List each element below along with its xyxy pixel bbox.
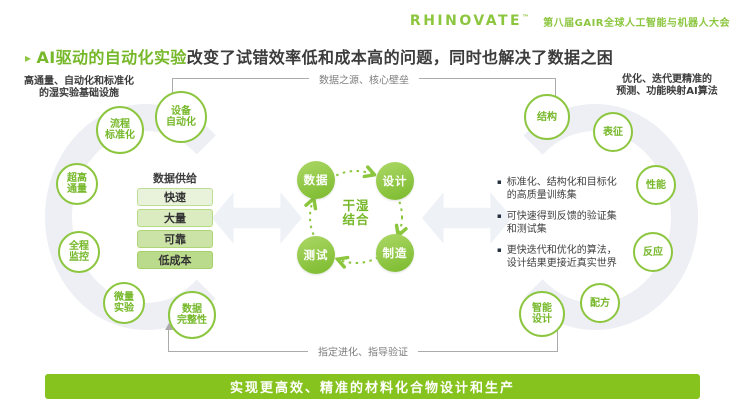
data-supply-item-lowcost: 低成本 (137, 251, 213, 269)
bullet-text: 更快迭代和优化的算法，设计结果更接近真实世界 (506, 245, 617, 269)
right-caption: 优化、迭代更精准的 预测、功能映射AI算法 (616, 74, 718, 97)
right-node-reaction: 反应 (633, 232, 673, 272)
top-connector-label: 数据之源、核心壁垒 (309, 71, 419, 87)
cycle-arrow-bottom-icon (335, 255, 350, 269)
bottom-banner: 实现更高效、精准的材料化合物设计和生产 (45, 374, 700, 399)
left-node-process-standardization: 流程 标准化 (96, 106, 144, 154)
brand-logo: RHINOVATE™ (410, 13, 529, 29)
left-node-micro-experiment: 微量 实验 (103, 282, 145, 324)
data-supply-title: 数据供给 (153, 172, 197, 185)
title-highlight: AI驱动的自动化实验 (36, 48, 187, 67)
left-node-full-monitoring: 全程 监控 (58, 231, 100, 273)
bottom-connector: 指定进化、指导验证 (165, 323, 558, 359)
right-node-performance: 性能 (636, 165, 676, 205)
left-node-equipment-automation: 设备 自动化 (155, 91, 207, 143)
trademark-mark: ™ (522, 13, 530, 22)
cycle-node-test: 测试 (297, 236, 335, 274)
core-label: 干湿 结合 (342, 198, 370, 227)
event-title: 第八届GAIR全球人工智能与机器人大会 (543, 17, 730, 29)
dotted-circle (309, 170, 403, 264)
header: RHINOVATE™ 第八届GAIR全球人工智能与机器人大会 (410, 13, 730, 29)
list-item: ▪ 更快迭代和优化的算法，设计结果更接近真实世界 (497, 244, 625, 270)
slide-title: ▸ AI驱动的自动化实验改变了试错效率低和成本高的问题，同时也解决了数据之困 (25, 44, 613, 68)
right-bullet-list: ▪ 标准化、结构化和目标化的高质量训练集 ▪ 可快速得到反馈的验证集和测试集 ▪… (497, 176, 625, 278)
list-item: ▪ 可快速得到反馈的验证集和测试集 (497, 210, 625, 236)
square-bullet-icon: ▪ (497, 178, 502, 186)
title-bullet-icon: ▸ (25, 51, 32, 65)
data-supply-item-reliable: 可靠 (137, 230, 213, 248)
right-node-formula: 配方 (580, 283, 620, 323)
left-node-data-integrity: 数据 完整性 (168, 291, 216, 339)
data-supply-item-fast: 快速 (137, 188, 213, 206)
list-item: ▪ 标准化、结构化和目标化的高质量训练集 (497, 176, 625, 202)
square-bullet-icon: ▪ (497, 212, 502, 220)
brand-logo-text: RHINOVATE (409, 13, 523, 29)
right-node-characterization: 表征 (593, 112, 633, 152)
bullet-text: 可快速得到反馈的验证集和测试集 (506, 211, 617, 235)
bottom-connector-label: 指定进化、指导验证 (308, 343, 418, 359)
cycle-node-manufacture: 制造 (376, 234, 414, 272)
square-bullet-icon: ▪ (497, 246, 502, 254)
bullet-text: 标准化、结构化和目标化的高质量训练集 (506, 177, 617, 201)
data-supply-item-massive: 大量 (137, 209, 213, 227)
title-rest: 改变了试错效率低和成本高的问题，同时也解决了数据之困 (186, 48, 614, 67)
right-node-structure: 结构 (524, 94, 570, 140)
up-arrow-icon (165, 323, 173, 330)
right-node-intelligent-design: 智能 设计 (519, 291, 565, 337)
cycle-node-design: 设计 (376, 162, 414, 200)
cycle-node-data: 数据 (297, 161, 335, 199)
left-caption: 高通量、自动化和标准化 的湿实验基础设施 (24, 76, 134, 99)
top-connector: 数据之源、核心壁垒 (172, 71, 559, 108)
left-node-ultra-high-throughput: 超高 通量 (56, 163, 98, 205)
cycle-arrow-top-icon (362, 165, 377, 179)
